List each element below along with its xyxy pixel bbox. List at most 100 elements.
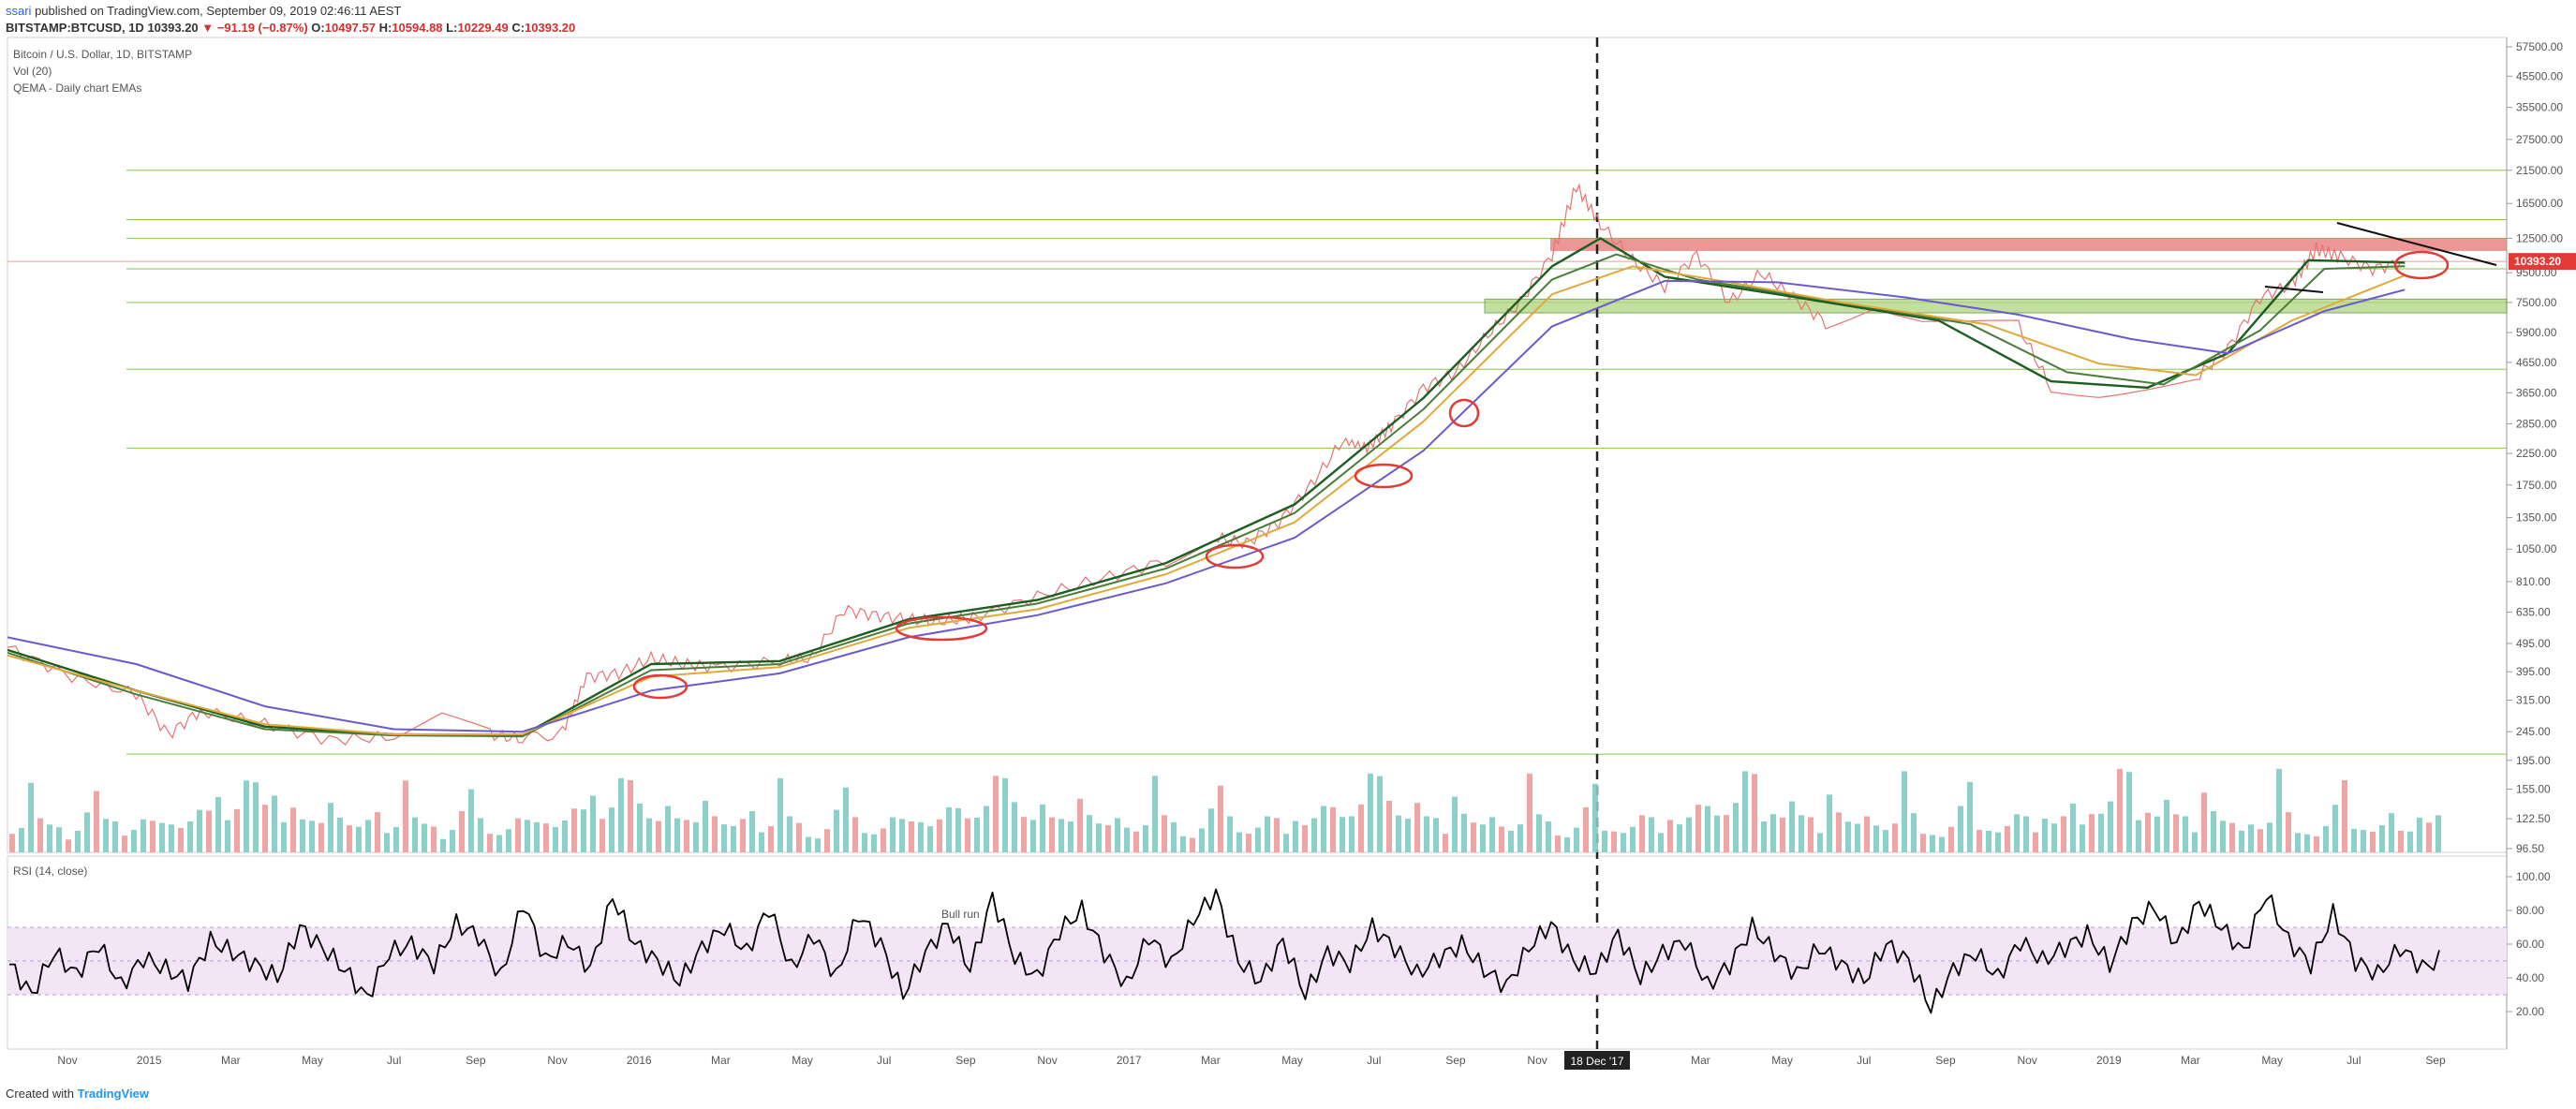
- volume-bar: [141, 819, 146, 852]
- volume-bar: [1443, 834, 1448, 852]
- volume-bar: [412, 817, 418, 852]
- volume-bar: [1321, 806, 1326, 852]
- volume-bar: [365, 820, 371, 852]
- volume-bar: [2379, 825, 2385, 852]
- price-axis-label: 395.00: [2516, 665, 2551, 678]
- price-axis-label: 16500.00: [2516, 197, 2563, 210]
- volume-bar: [1133, 831, 1139, 852]
- volume-bar: [1873, 825, 1879, 852]
- volume-bar: [777, 777, 783, 852]
- price-axis-label: 1050.00: [2516, 542, 2557, 555]
- price-axis-label: 27500.00: [2516, 133, 2563, 146]
- volume-bar: [2098, 813, 2104, 852]
- price-series: [7, 183, 2406, 747]
- trendline: [2336, 222, 2497, 266]
- legend-title: Bitcoin / U.S. Dollar, 1D, BITSTAMP: [13, 48, 192, 61]
- volume-bar: [384, 833, 390, 852]
- volume-bar: [1724, 815, 1729, 852]
- volume-bar: [2426, 822, 2432, 852]
- time-axis-label: May: [302, 1054, 323, 1067]
- volume-bar: [1386, 801, 1392, 852]
- price-axis-label: 810.00: [2516, 575, 2551, 588]
- volume-bar: [1162, 815, 1167, 852]
- volume-bar: [1068, 821, 1073, 852]
- bull-run-annotation: Bull run: [941, 908, 980, 921]
- volume-bar: [487, 834, 493, 852]
- price-axis-label: 7500.00: [2516, 296, 2557, 309]
- ohlc-line: BITSTAMP:BTCUSD, 1D 10393.20 ▼ −91.19 (−…: [6, 21, 575, 35]
- time-axis-label: Jul: [1367, 1054, 1381, 1067]
- volume-bar: [2332, 805, 2338, 852]
- last-price-badge-label: 10393.20: [2514, 255, 2561, 268]
- volume-bar: [375, 812, 380, 852]
- volume-bar: [37, 818, 43, 852]
- volume-bar: [1799, 815, 1804, 852]
- volume-bar: [899, 819, 905, 852]
- low-value: 10229.49: [457, 21, 509, 35]
- volume-bar: [225, 820, 230, 852]
- time-axis-label: Mar: [2181, 1054, 2200, 1067]
- high-label: H:: [378, 21, 392, 35]
- volume-bar: [47, 824, 52, 852]
- volume-bar: [122, 835, 127, 852]
- change-value: −91.19 (−0.87%): [216, 21, 308, 35]
- cursor-date-label: 18 Dec '17: [1571, 1055, 1624, 1068]
- volume-bar: [244, 780, 249, 852]
- volume-bar: [478, 818, 483, 852]
- volume-bar: [1658, 833, 1664, 852]
- volume-bar: [2192, 832, 2198, 852]
- volume-bar: [731, 825, 736, 852]
- rsi-line: [9, 888, 2440, 1014]
- tradingview-logo[interactable]: TradingView: [77, 1087, 149, 1101]
- volume-bar: [2286, 812, 2291, 852]
- volume-bar: [197, 809, 202, 852]
- volume-bar: [1752, 774, 1757, 852]
- time-axis-label: Sep: [1935, 1054, 1956, 1067]
- volume-bar: [684, 820, 689, 852]
- volume-bar: [356, 826, 362, 852]
- volume-bar: [2080, 824, 2085, 852]
- price-chart[interactable]: 57500.00 45500.00 35500.00 27500.00 21500.00…: [0, 0, 2576, 1077]
- volume-bar: [215, 797, 221, 852]
- volume-bar: [1855, 823, 1860, 852]
- volume-bar: [909, 821, 914, 852]
- volume-bar: [515, 818, 521, 852]
- price-axis-label: 635.00: [2516, 606, 2551, 619]
- volume-bar: [815, 838, 821, 852]
- volume-bar: [1433, 818, 1439, 852]
- highlight-ellipse: [1354, 463, 1414, 489]
- volume-bar: [262, 805, 268, 852]
- volume-bar: [1789, 801, 1795, 852]
- volume-bar: [440, 838, 446, 852]
- volume-bar: [628, 780, 633, 852]
- volume-bar: [300, 819, 305, 852]
- low-label: L:: [446, 21, 458, 35]
- volume-bar: [1480, 824, 1486, 852]
- price-axis-label: 1750.00: [2516, 479, 2557, 492]
- volume-bar: [1630, 826, 1636, 852]
- publisher-link[interactable]: ssari: [6, 4, 32, 18]
- volume-bar: [1667, 820, 1673, 852]
- volume-bar: [1236, 832, 1242, 852]
- price-axis-label: 315.00: [2516, 694, 2551, 707]
- volume-bar: [1986, 830, 1991, 852]
- time-axis-label: Jul: [387, 1054, 401, 1067]
- volume-bar: [290, 807, 296, 852]
- volume-bar: [84, 812, 90, 852]
- volume-bar: [1742, 771, 1748, 852]
- volume-bar: [1143, 825, 1148, 852]
- highlight-ellipse: [1205, 543, 1265, 569]
- volume-bar: [965, 818, 970, 852]
- volume-bar: [927, 826, 933, 852]
- legend-rsi: RSI (14, close): [13, 865, 87, 878]
- volume-bar: [1508, 830, 1514, 852]
- volume-bar: [506, 829, 511, 852]
- highlight-ellipse: [632, 673, 688, 700]
- volume-bar: [2033, 832, 2038, 852]
- time-axis-label: May: [1281, 1054, 1303, 1067]
- volume-bar: [852, 817, 858, 852]
- time-axis-label: 2019: [2096, 1054, 2122, 1067]
- volume-bar: [665, 806, 671, 852]
- volume-bar: [1705, 806, 1710, 852]
- volume-bar: [796, 822, 802, 852]
